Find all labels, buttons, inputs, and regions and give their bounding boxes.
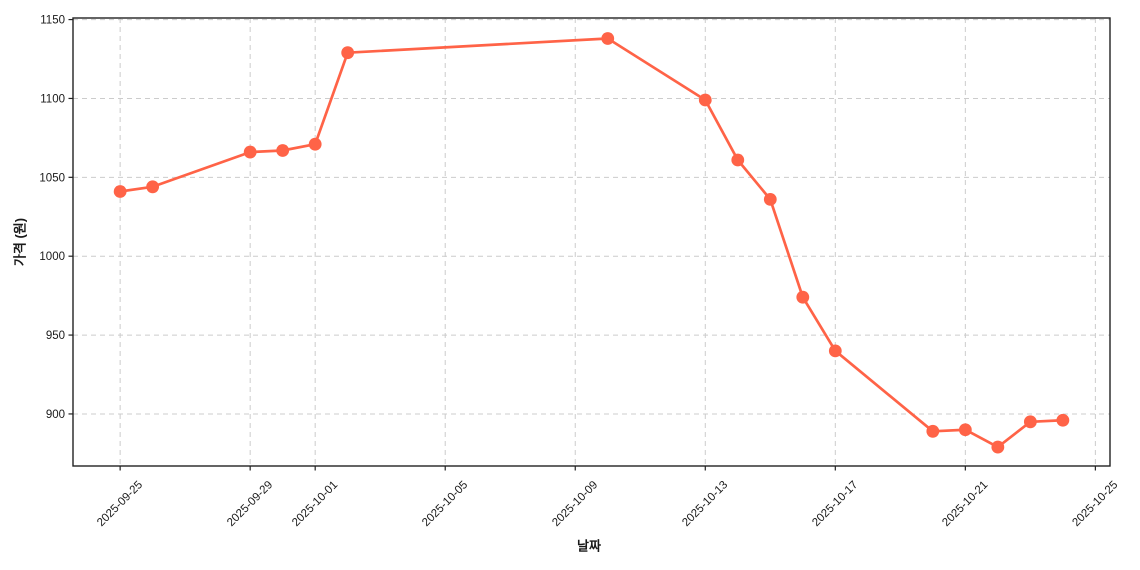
- y-tick-label: 1100: [40, 93, 65, 105]
- x-tick-label: 2025-09-29: [225, 479, 275, 529]
- x-tick-label: 2025-10-01: [290, 479, 340, 529]
- x-tick-label: 2025-10-05: [420, 479, 470, 529]
- y-tick-label: 1050: [39, 172, 65, 184]
- data-point-marker: [276, 144, 290, 157]
- data-point-marker: [731, 153, 745, 167]
- data-point-marker: [926, 424, 940, 438]
- y-tick-label: 900: [46, 409, 65, 421]
- x-tick-label: 2025-10-17: [810, 479, 860, 529]
- data-point-marker: [991, 440, 1005, 454]
- x-tick-label: 2025-10-25: [1070, 479, 1120, 529]
- y-tick-label: 1150: [40, 15, 65, 27]
- y-tick-label: 950: [46, 330, 65, 342]
- x-tick-label: 2025-10-13: [680, 479, 730, 529]
- data-point-marker: [763, 193, 777, 206]
- data-point-marker: [958, 423, 972, 437]
- data-point-marker: [601, 32, 615, 45]
- data-point-marker: [308, 137, 322, 151]
- data-point-marker: [1023, 415, 1037, 429]
- data-point-marker: [146, 180, 160, 194]
- data-point-marker: [341, 46, 355, 60]
- x-axis-label: 날짜: [577, 538, 601, 554]
- data-point-marker: [796, 290, 810, 304]
- y-tick-label: 1000: [39, 251, 65, 263]
- data-point-marker: [113, 185, 127, 198]
- axes-spines: [72, 17, 1111, 467]
- price-line-series: [118, 37, 1065, 449]
- data-point-marker: [1056, 413, 1070, 427]
- x-tick-label: 2025-10-09: [550, 479, 600, 529]
- data-point-marker: [243, 145, 257, 159]
- y-axis-label: 가격 (원): [12, 217, 28, 267]
- x-tick-label: 2025-10-21: [940, 479, 990, 529]
- data-point-marker: [698, 93, 712, 107]
- data-point-marker: [828, 344, 842, 358]
- x-tick-label: 2025-09-25: [95, 479, 145, 529]
